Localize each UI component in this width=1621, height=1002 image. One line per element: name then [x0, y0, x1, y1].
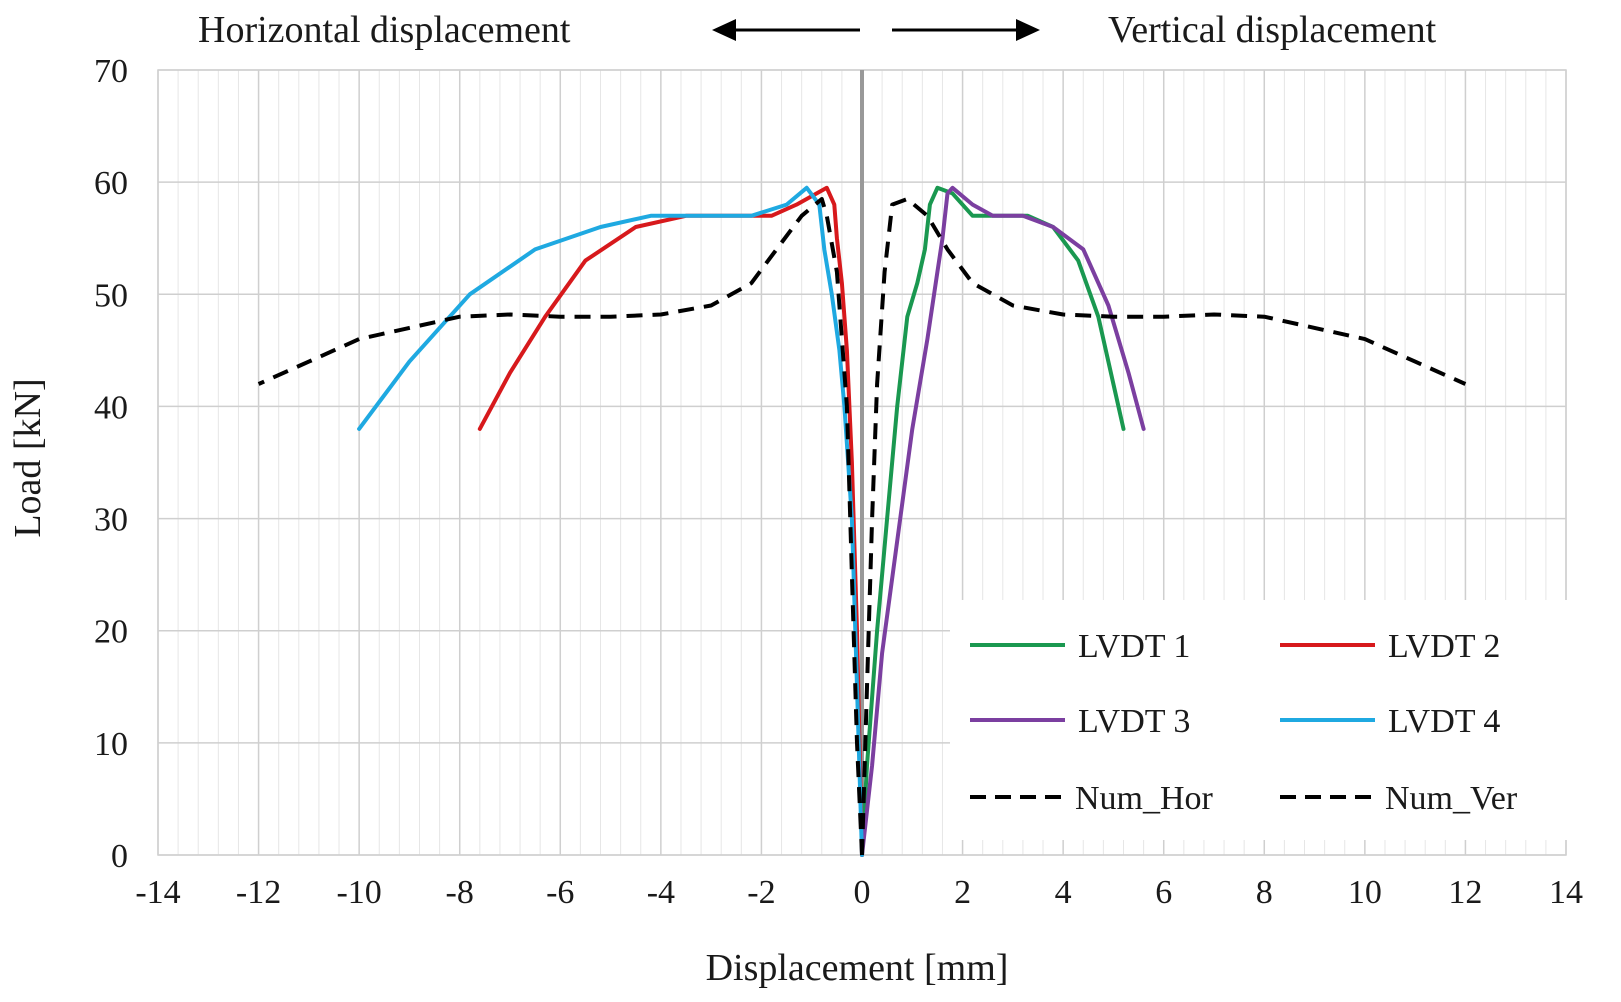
x-tick-label: 10 [1348, 874, 1382, 911]
y-tick-label: 20 [94, 614, 128, 651]
x-tick-label: 0 [854, 874, 871, 911]
legend-label-lvdt1: LVDT 1 [1078, 628, 1190, 665]
y-tick-label: 70 [94, 53, 128, 90]
vertical-displacement-label: Vertical displacement [1108, 9, 1437, 51]
series-line-num-hor [257, 197, 864, 856]
x-tick-label: -14 [135, 874, 180, 911]
x-axis-title: Displacement [mm] [706, 947, 1009, 989]
series-line-lvdt-3 [860, 185, 1146, 857]
left-arrow-icon [712, 19, 860, 41]
y-tick-label: 50 [94, 277, 128, 314]
x-tick-label: -6 [546, 874, 574, 911]
x-tick-label: -4 [647, 874, 675, 911]
legend-label-num-hor: Num_Hor [1075, 780, 1214, 817]
y-tick-labels: 0 10 20 30 40 50 60 70 [94, 53, 128, 875]
legend: LVDT 1 LVDT 2 LVDT 3 LVDT 4 Num_Hor Num_… [950, 600, 1568, 840]
y-tick-label: 0 [111, 838, 128, 875]
legend-label-lvdt3: LVDT 3 [1078, 703, 1190, 740]
legend-item-lvdt2: LVDT 2 [1280, 628, 1500, 665]
x-tick-label: -10 [336, 874, 381, 911]
y-tick-label: 60 [94, 165, 128, 202]
legend-label-num-ver: Num_Ver [1385, 780, 1518, 817]
x-tick-label: 6 [1155, 874, 1172, 911]
y-axis-title: Load [kN] [7, 378, 49, 537]
legend-item-lvdt1: LVDT 1 [970, 628, 1190, 665]
legend-item-lvdt4: LVDT 4 [1280, 703, 1500, 740]
x-tick-label: -8 [446, 874, 474, 911]
legend-label-lvdt2: LVDT 2 [1388, 628, 1500, 665]
x-tick-label: 8 [1256, 874, 1273, 911]
x-tick-label: 2 [954, 874, 971, 911]
legend-label-lvdt4: LVDT 4 [1388, 703, 1500, 740]
series-layer [257, 185, 1467, 857]
x-tick-label: 12 [1448, 874, 1482, 911]
horizontal-displacement-label: Horizontal displacement [198, 9, 571, 51]
x-tick-label: 4 [1055, 874, 1072, 911]
y-tick-label: 30 [94, 502, 128, 539]
y-tick-label: 10 [94, 726, 128, 763]
legend-item-num-hor: Num_Hor [970, 780, 1214, 817]
y-tick-label: 40 [94, 389, 128, 426]
x-tick-label: 14 [1549, 874, 1583, 911]
legend-item-lvdt3: LVDT 3 [970, 703, 1190, 740]
legend-item-num-ver: Num_Ver [1280, 780, 1518, 817]
x-tick-label: -12 [236, 874, 281, 911]
right-arrow-icon [892, 19, 1040, 41]
x-tick-labels: -14 -12 -10 -8 -6 -4 -2 0 2 4 6 8 10 12 14 [135, 874, 1583, 911]
series-line-lvdt-2 [477, 185, 864, 857]
series-line-lvdt-1 [860, 185, 1126, 857]
x-tick-label: -2 [747, 874, 775, 911]
